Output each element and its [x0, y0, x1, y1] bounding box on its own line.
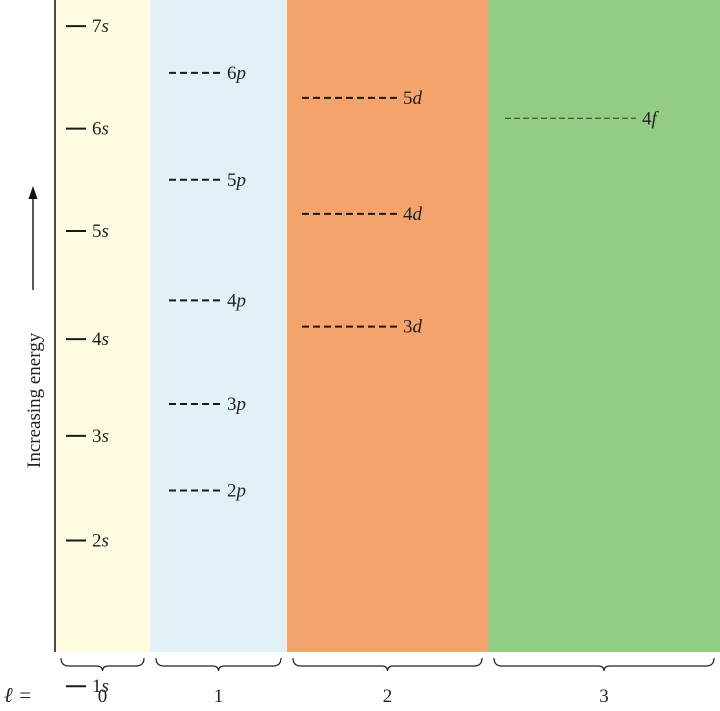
subshell-columns — [55, 0, 720, 652]
orbital-level-3p: 3p — [169, 394, 246, 415]
orbital-label-6s: 6s — [92, 119, 109, 140]
orbital-label-7s: 7s — [92, 16, 109, 37]
orbital-level-6p: 6p — [169, 63, 246, 84]
orbital-label-3s: 3s — [92, 426, 109, 447]
column-brace-l0 — [60, 657, 145, 672]
orbital-level-1s: 1s — [66, 676, 109, 697]
energy-levels: 1s 2s 3s 4s 5s 6s 7s 2p 3p 4p 5p 6p 3d 4d 5d 4f — [66, 16, 660, 697]
orbital-level-3d: 3d — [302, 317, 423, 338]
column-l-value-2: 2 — [383, 686, 393, 707]
orbital-label-6p: 6p — [227, 63, 246, 84]
energy-axis-label-group: Increasing energy — [24, 186, 45, 468]
orbital-level-4p: 4p — [169, 290, 246, 311]
orbital-level-5d: 5d — [302, 88, 423, 109]
column-l-value-0: 0 — [98, 686, 108, 707]
orbital-label-2p: 2p — [227, 480, 246, 501]
column-brace-l2 — [292, 657, 483, 672]
orbital-label-5d: 5d — [403, 88, 423, 109]
orbital-label-2s: 2s — [92, 531, 109, 552]
orbital-level-2p: 2p — [169, 480, 246, 501]
subshell-column-l0 — [55, 0, 150, 652]
subshell-column-l3 — [488, 0, 720, 652]
orbital-label-4f: 4f — [642, 108, 660, 129]
orbital-label-3d: 3d — [403, 317, 423, 338]
column-braces: 0 1 2 3 — [60, 657, 715, 707]
energy-axis-label: Increasing energy — [24, 332, 45, 468]
column-brace-l3 — [493, 657, 715, 672]
subshell-column-l2 — [287, 0, 488, 652]
orbital-label-4s: 4s — [92, 329, 109, 350]
column-brace-l1 — [155, 657, 282, 672]
l-quantum-number-symbol: ℓ = — [4, 683, 32, 707]
subshell-column-l1 — [150, 0, 287, 652]
orbital-level-4f: 4f — [505, 108, 660, 129]
orbital-level-4s: 4s — [66, 329, 109, 350]
orbital-label-5p: 5p — [227, 170, 246, 191]
column-l-value-1: 1 — [214, 686, 224, 707]
up-arrow-icon — [28, 186, 38, 199]
orbital-level-6s: 6s — [66, 119, 109, 140]
orbital-level-5s: 5s — [66, 221, 109, 242]
orbital-label-3p: 3p — [227, 394, 246, 415]
orbital-level-7s: 7s — [66, 16, 109, 37]
orbital-level-3s: 3s — [66, 426, 109, 447]
orbital-label-1s: 1s — [92, 676, 109, 697]
orbital-level-4d: 4d — [302, 204, 423, 225]
orbital-label-4p: 4p — [227, 290, 246, 311]
orbital-level-5p: 5p — [169, 170, 246, 191]
column-l-value-3: 3 — [599, 686, 609, 707]
orbital-label-4d: 4d — [403, 204, 423, 225]
orbital-label-5s: 5s — [92, 221, 109, 242]
orbital-level-2s: 2s — [66, 531, 109, 552]
